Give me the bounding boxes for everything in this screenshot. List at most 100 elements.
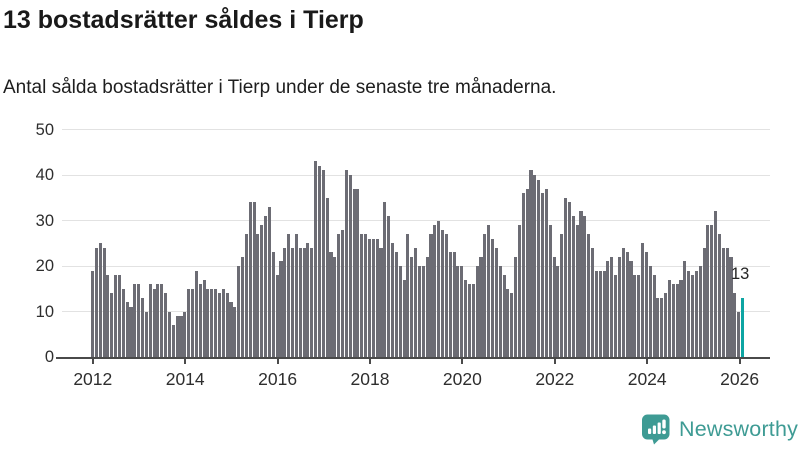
bar (437, 220, 441, 357)
bar (167, 311, 171, 357)
bar (283, 247, 287, 357)
bar (410, 256, 414, 357)
bar (698, 266, 702, 357)
bar (460, 266, 464, 357)
bar (710, 225, 714, 357)
bar (156, 284, 160, 357)
y-axis-tick-label: 0 (44, 348, 54, 366)
bar (487, 225, 491, 357)
bar (602, 270, 606, 357)
bar (633, 275, 637, 357)
bar (106, 275, 110, 357)
bar (579, 211, 583, 357)
gridline (62, 174, 770, 176)
bar (648, 266, 652, 357)
bar (264, 215, 268, 357)
bar (706, 225, 710, 357)
bar (260, 225, 264, 357)
bar (356, 188, 360, 357)
bar (571, 215, 575, 357)
y-axis-tick-label: 30 (35, 211, 54, 230)
x-axis-tick-label: 2018 (350, 369, 390, 389)
bar (529, 170, 533, 357)
bar (240, 256, 245, 357)
bar (352, 188, 356, 357)
bar (406, 234, 410, 357)
bar (344, 170, 348, 357)
bar (333, 256, 337, 357)
x-axis-tick-label: 2014 (165, 369, 205, 389)
bar (610, 256, 614, 357)
bar (690, 275, 695, 357)
bar (102, 247, 106, 357)
chart-subtitle: Antal sålda bostadsrätter i Tierp under … (3, 77, 557, 98)
bar (187, 288, 191, 357)
bar (725, 247, 729, 357)
bar (517, 225, 521, 357)
bar (379, 247, 383, 357)
bar (306, 243, 310, 357)
bar (617, 256, 621, 357)
bar (464, 279, 468, 357)
bar (348, 175, 352, 357)
bar (467, 284, 471, 357)
x-axis-tick-label: 2016 (258, 369, 298, 389)
bar (594, 270, 598, 357)
bar (137, 284, 141, 357)
bar (567, 202, 571, 357)
bar (337, 234, 341, 357)
bar (398, 266, 402, 357)
y-axis-tick-label: 40 (35, 166, 54, 184)
bar (244, 234, 248, 357)
y-axis-tick-label: 20 (35, 257, 54, 275)
x-axis-tick-label: 2012 (73, 369, 113, 389)
bar (375, 238, 379, 357)
bar (510, 293, 514, 357)
bar (217, 293, 221, 357)
bar (598, 270, 602, 357)
bar (498, 266, 502, 357)
bar (202, 279, 206, 357)
bar (556, 266, 560, 357)
y-axis-tick-label: 50 (35, 120, 54, 139)
x-axis-tick (646, 358, 649, 364)
bar (687, 270, 691, 357)
bar (656, 297, 660, 357)
bar (444, 234, 448, 357)
bar (317, 165, 321, 357)
bar (433, 225, 437, 357)
bar (194, 270, 198, 357)
bar (325, 197, 329, 357)
bar (717, 234, 721, 357)
bar (248, 202, 252, 357)
bar (190, 288, 195, 357)
bar (664, 293, 668, 357)
bar (537, 179, 541, 357)
bar (279, 261, 283, 357)
bar (267, 206, 271, 357)
bar (729, 256, 733, 357)
bar (133, 284, 137, 357)
newsworthy-logo-text: Newsworthy (679, 417, 799, 441)
bar (548, 225, 552, 357)
bar (206, 288, 210, 357)
bar (552, 256, 556, 357)
bar (287, 234, 291, 357)
bar (583, 215, 587, 357)
x-axis-tick (553, 358, 556, 364)
y-axis-tick-label: 10 (35, 302, 54, 321)
bar (256, 234, 260, 357)
bar (221, 288, 225, 357)
bar (737, 311, 741, 357)
bar (564, 197, 568, 357)
bar (471, 284, 475, 357)
bar (394, 252, 398, 357)
bar (98, 243, 102, 357)
bar (621, 247, 625, 357)
bar (183, 311, 187, 357)
bar (414, 247, 418, 357)
bar (475, 266, 479, 357)
bar (179, 316, 183, 357)
bar (294, 234, 298, 357)
